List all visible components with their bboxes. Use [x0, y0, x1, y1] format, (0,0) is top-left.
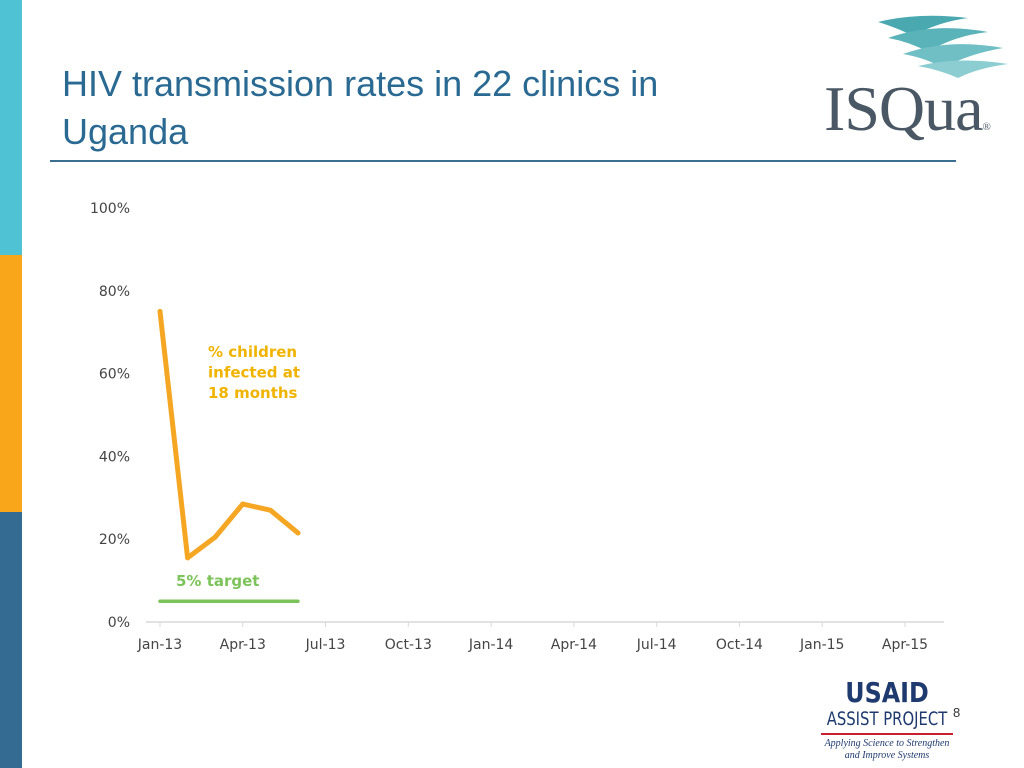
isqua-wordmark-text: ISQua	[824, 73, 984, 144]
isqua-wave-icon	[878, 15, 1008, 78]
slide-title: HIV transmission rates in 22 clinics in …	[62, 63, 659, 152]
x-tick-label: Apr-15	[882, 637, 928, 653]
accent-bar-teal	[0, 0, 22, 255]
series-label-line: 18 months	[208, 384, 298, 402]
x-tick-label: Oct-13	[385, 637, 432, 653]
y-tick-label: 60%	[99, 367, 130, 383]
data-point	[295, 530, 301, 536]
usaid-tagline-2: and Improve Systems	[844, 750, 930, 761]
data-point	[240, 501, 246, 507]
usaid-tagline-1: Applying Science to Strengthen	[824, 738, 950, 749]
x-tick-label: Jul-14	[636, 637, 677, 653]
x-tick-label: Apr-14	[551, 637, 597, 653]
usaid-divider	[821, 733, 953, 735]
series-line-infection-rate	[157, 309, 301, 561]
series-label-line: % children	[208, 343, 297, 361]
y-tick-label: 0%	[108, 615, 130, 631]
x-tick-label: Jan-14	[468, 637, 514, 653]
x-tick-label: Apr-13	[220, 637, 266, 653]
y-tick-label: 100%	[90, 201, 130, 217]
series-label-line: infected at	[208, 364, 300, 382]
usaid-assist-logo: USAID ASSIST PROJECT Applying Science to…	[812, 678, 962, 768]
title-divider	[50, 160, 956, 162]
x-tick-label: Jan-13	[137, 637, 182, 653]
series-label-infection-rate: % children infected at 18 months	[208, 343, 300, 402]
isqua-logo: ISQua®	[818, 8, 1014, 156]
data-point	[212, 534, 218, 540]
isqua-wordmark: ISQua®	[824, 73, 991, 144]
usaid-wordmark: USAID	[845, 676, 929, 709]
accent-bar-orange	[0, 255, 22, 512]
y-tick-label: 80%	[99, 284, 130, 300]
y-tick-label: 40%	[99, 449, 130, 465]
x-tick-label: Oct-14	[716, 637, 763, 653]
isqua-registered-mark: ®	[982, 121, 991, 133]
data-point	[185, 555, 191, 561]
page-number: 8	[953, 705, 961, 720]
series-label-target: 5% target	[176, 572, 259, 590]
data-point	[267, 507, 273, 513]
assist-project-wordmark: ASSIST PROJECT	[826, 708, 948, 730]
accent-bar-blue	[0, 512, 22, 768]
y-tick-label: 20%	[99, 532, 130, 548]
x-tick-label: Jul-13	[305, 637, 346, 653]
data-point	[157, 309, 163, 314]
x-tick-label: Jan-15	[799, 637, 844, 653]
